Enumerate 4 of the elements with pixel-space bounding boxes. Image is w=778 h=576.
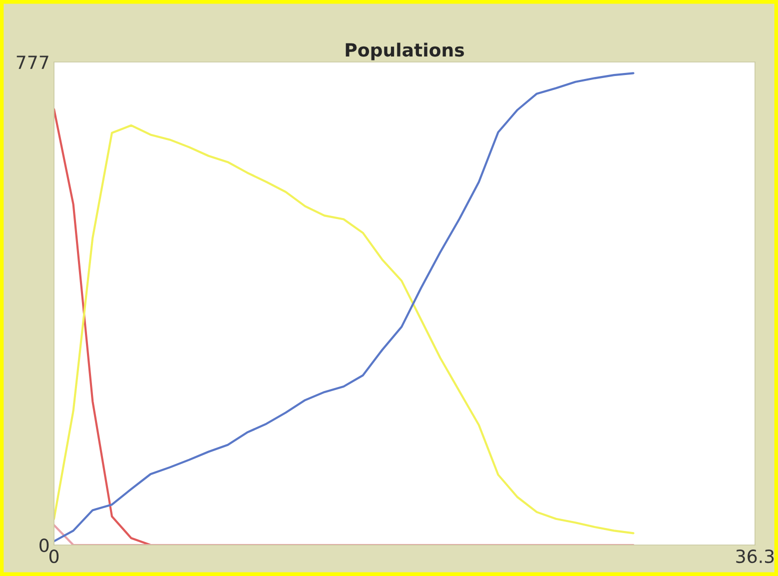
- chart-title: Populations: [346, 42, 464, 60]
- x-tick-label: 36.3: [736, 549, 774, 564]
- y-tick-label: 777: [16, 56, 48, 69]
- line-series: [54, 108, 152, 545]
